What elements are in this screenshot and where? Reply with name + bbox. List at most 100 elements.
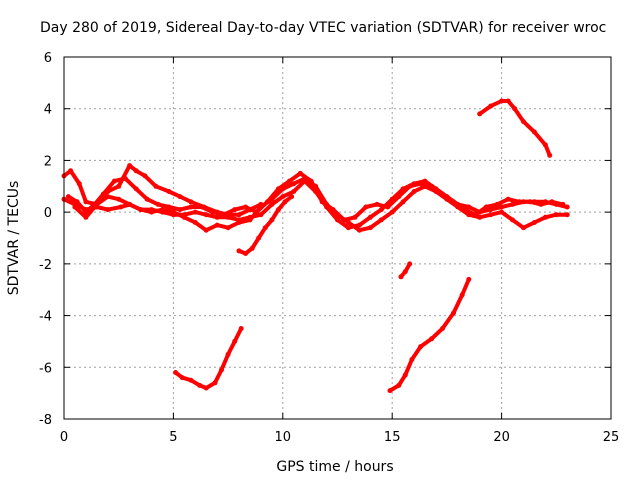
data-point	[512, 106, 518, 112]
data-point	[422, 178, 428, 184]
x-tick-label: 0	[60, 430, 68, 445]
data-point	[219, 367, 224, 373]
data-point	[488, 207, 494, 213]
data-point	[247, 217, 253, 223]
data-point	[400, 199, 406, 205]
data-point	[505, 196, 511, 202]
axis-ticks: 0 5 10 15 20 25 -8 -6 -4 -2 0 2 4 6	[39, 51, 619, 445]
data-point	[488, 212, 494, 218]
data-point	[374, 201, 380, 207]
data-point	[133, 186, 139, 192]
data-point	[451, 199, 456, 205]
data-point	[291, 181, 297, 187]
data-point	[385, 204, 391, 210]
data-point	[116, 196, 122, 202]
chart-title: Day 280 of 2019, Sidereal Day-to-day VTE…	[40, 20, 606, 36]
data-point	[83, 209, 89, 215]
data-point	[466, 276, 472, 282]
data-point	[461, 207, 467, 213]
x-tick-label: 5	[169, 430, 177, 445]
data-point	[564, 212, 570, 218]
data-point	[254, 209, 259, 215]
data-point	[398, 274, 404, 280]
data-point	[177, 194, 183, 200]
data-point	[542, 142, 548, 148]
series-line-arc-4	[66, 171, 565, 222]
data-point	[499, 204, 505, 210]
data-point	[83, 199, 89, 205]
data-point	[232, 207, 238, 213]
data-point	[538, 201, 544, 207]
data-point	[378, 217, 384, 223]
data-point	[212, 380, 218, 386]
data-point	[549, 199, 555, 205]
data-point	[319, 199, 325, 205]
x-tick-label: 15	[384, 430, 401, 445]
data-point	[499, 98, 505, 104]
data-point	[83, 214, 89, 220]
x-axis-label: GPS time / hours	[276, 459, 393, 475]
data-point	[356, 222, 362, 228]
data-point	[459, 292, 465, 298]
series-line-arc-3	[72, 176, 570, 233]
data-point	[505, 98, 511, 104]
data-point	[429, 336, 435, 342]
data-point	[553, 212, 559, 218]
data-point	[173, 370, 179, 375]
data-point	[188, 199, 194, 205]
data-point	[297, 170, 303, 176]
data-point	[396, 194, 402, 200]
data-point	[236, 220, 242, 225]
data-point	[429, 183, 435, 189]
data-point	[170, 209, 176, 215]
data-point	[236, 248, 242, 254]
data-point	[440, 326, 445, 331]
data-point	[345, 225, 351, 231]
y-tick-label: 0	[44, 206, 52, 221]
data-point	[542, 214, 548, 220]
data-point	[488, 103, 494, 109]
x-tick-label: 10	[275, 430, 292, 445]
data-point	[282, 199, 288, 205]
data-point	[155, 201, 161, 207]
data-point	[249, 245, 255, 251]
data-point	[76, 181, 82, 187]
data-point	[225, 225, 231, 231]
data-point	[127, 163, 133, 169]
data-point	[330, 207, 336, 213]
data-point	[356, 227, 362, 233]
y-tick-label: 4	[44, 103, 52, 118]
data-point	[547, 152, 553, 158]
grid	[64, 57, 611, 419]
data-point	[564, 204, 570, 210]
data-point	[560, 201, 566, 207]
y-tick-label: -6	[39, 361, 52, 376]
data-point	[149, 209, 154, 215]
data-point	[516, 199, 522, 205]
data-point	[262, 225, 268, 231]
data-point	[65, 194, 71, 200]
data-point	[411, 189, 417, 194]
data-point	[494, 201, 500, 207]
data-point	[407, 261, 413, 267]
data-point	[74, 199, 80, 205]
x-tick-label: 20	[493, 430, 510, 445]
data-point	[352, 214, 358, 220]
data-point	[192, 220, 198, 225]
data-point	[105, 207, 111, 213]
data-point	[477, 111, 483, 117]
data-point	[269, 201, 275, 207]
data-point	[232, 338, 238, 344]
data-point	[286, 178, 292, 184]
series-line-arc-6	[173, 326, 244, 390]
y-tick-label: 6	[44, 51, 52, 66]
data-point	[192, 209, 198, 215]
x-tick-label: 25	[603, 430, 620, 445]
y-tick-label: 2	[44, 154, 52, 169]
data-point	[153, 183, 159, 189]
data-point	[92, 201, 98, 207]
data-point	[527, 199, 533, 205]
y-tick-label: -8	[39, 413, 52, 428]
data-point	[308, 178, 314, 184]
